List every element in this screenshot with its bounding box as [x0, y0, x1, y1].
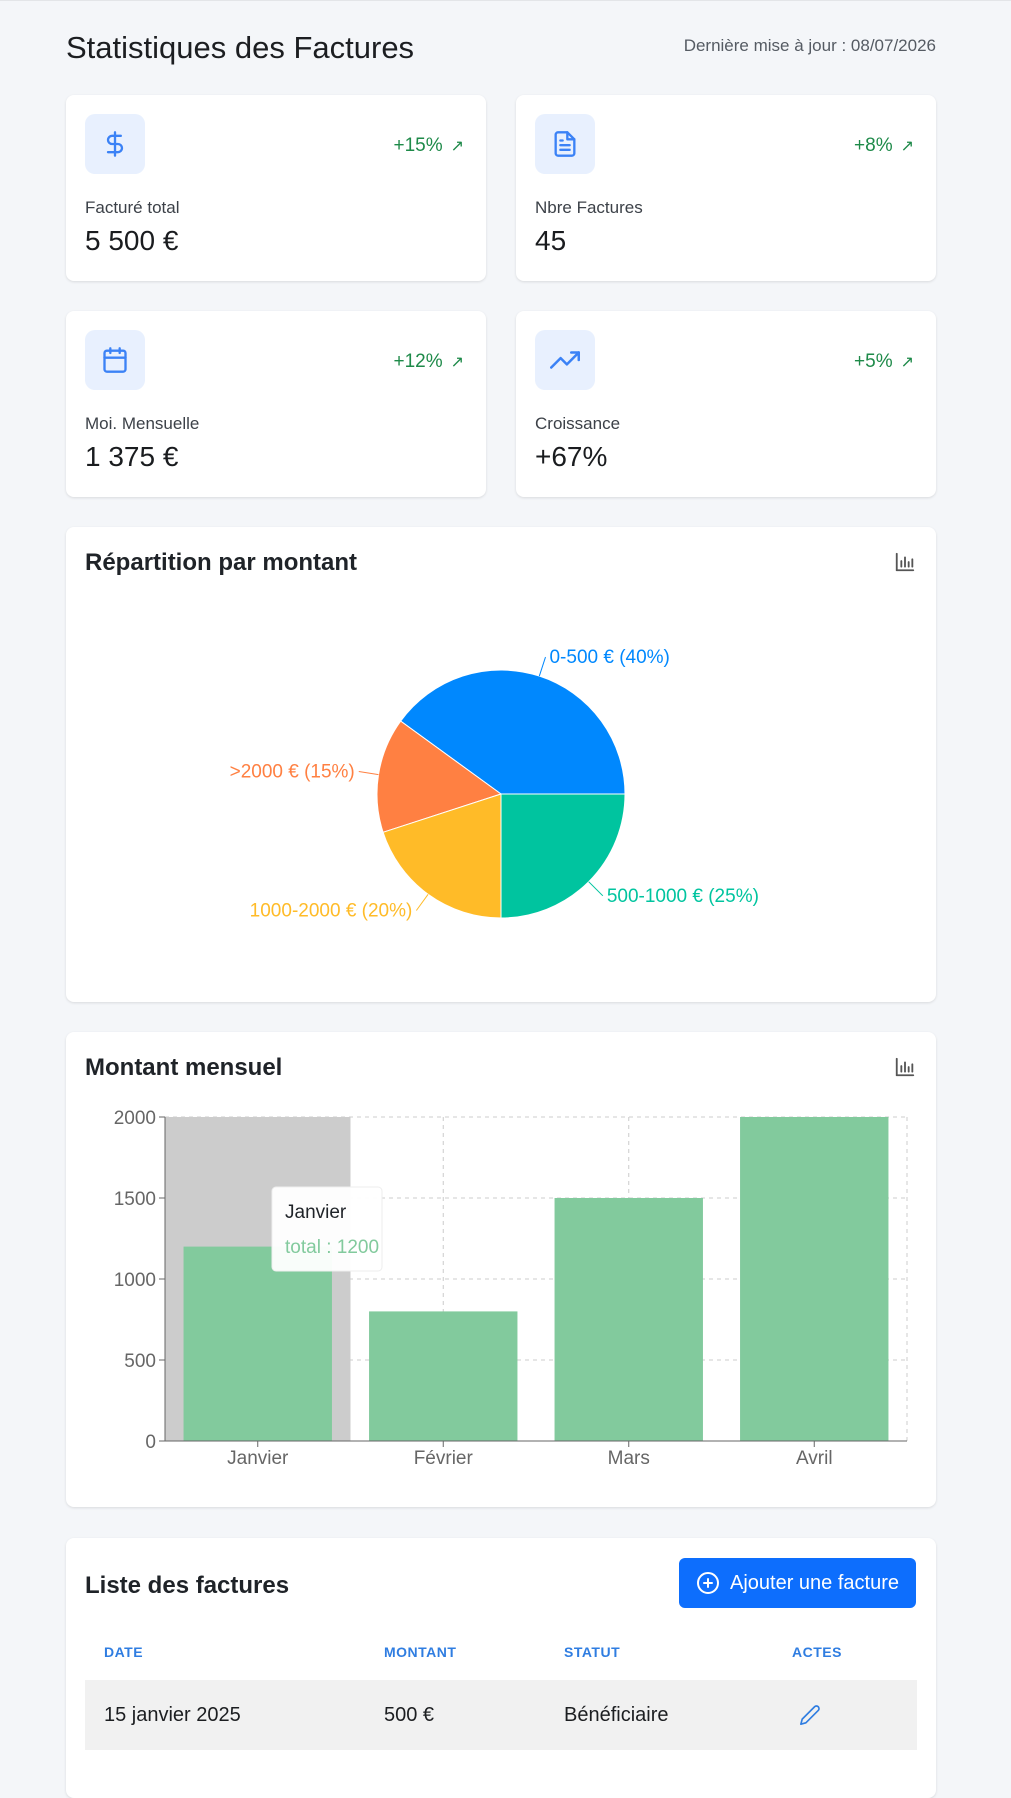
add-invoice-label: Ajouter une facture [730, 1571, 899, 1594]
y-tick-label: 500 [124, 1351, 156, 1372]
column-header-amount[interactable]: MONTANT [384, 1644, 457, 1660]
bar[interactable] [369, 1311, 518, 1441]
cell-date: 15 janvier 2025 [104, 1704, 241, 1726]
arrow-up-right-icon: ↗ [450, 354, 464, 371]
stat-label: Nbre Factures [535, 198, 643, 217]
column-header-status[interactable]: STATUT [564, 1644, 621, 1660]
stat-label: Croissance [535, 414, 621, 433]
bar[interactable] [554, 1198, 703, 1441]
pie-slice-label: 1000-2000 € (20%) [250, 900, 413, 921]
panel-title: Répartition par montant [85, 549, 358, 576]
arrow-up-right-icon: ↗ [900, 138, 914, 155]
tooltip-value: total : 1200 [285, 1237, 379, 1258]
stat-card-growth: +5% ↗ Croissance +67% [516, 311, 936, 497]
table-row: 15 janvier 2025 500 € Bénéficiaire [85, 1680, 917, 1750]
arrow-up-right-icon: ↗ [450, 138, 464, 155]
pie-slice-label: 500-1000 € (25%) [607, 886, 759, 907]
stat-value: +67% [535, 441, 608, 472]
cell-amount: 500 € [384, 1704, 435, 1726]
edit-icon[interactable] [799, 1704, 821, 1731]
chart-tooltip: Janvier total : 1200 [271, 1186, 383, 1272]
tooltip-title: Janvier [285, 1202, 347, 1223]
stat-change-value: +12% [393, 351, 443, 372]
bar-chart-panel: Montant mensuel 0 500 1000 1500 2000 Janvier F… [66, 1032, 936, 1507]
pie-label-line [358, 770, 379, 776]
plus-circle-icon [697, 1572, 719, 1594]
pie-slice[interactable] [382, 793, 502, 919]
pie-label-line [588, 881, 604, 897]
y-tick-label: 1000 [114, 1270, 156, 1291]
stat-change-value: +8% [854, 135, 893, 156]
stat-card-monthly-average: +12% ↗ Moi. Mensuelle 1 375 € [66, 311, 486, 497]
page-header: Statistiques des Factures Dernière mise … [66, 26, 936, 66]
stat-value: 45 [535, 225, 567, 256]
cell-status: Bénéficiaire [564, 1704, 669, 1726]
stat-change: +15% ↗ [393, 135, 464, 157]
pie-slice[interactable] [500, 793, 626, 919]
bar-chart-icon[interactable] [894, 1056, 916, 1083]
y-tick-label: 0 [145, 1432, 156, 1453]
x-tick-label: Avril [796, 1448, 833, 1469]
invoice-list-panel: Liste des factures Ajouter une facture D… [66, 1538, 936, 1798]
pie-slice[interactable] [399, 669, 626, 795]
panel-title: Montant mensuel [85, 1054, 283, 1081]
stat-label: Moi. Mensuelle [85, 414, 200, 433]
calendar-icon [85, 330, 145, 390]
pie-chart-panel: Répartition par montant 0-500 € (40%) >20… [66, 527, 936, 1002]
x-tick-label: Février [414, 1448, 474, 1469]
stat-card-invoice-count: +8% ↗ Nbre Factures 45 [516, 95, 936, 281]
pie-slice-label: >2000 € (15%) [230, 761, 355, 782]
stat-change: +8% ↗ [854, 135, 914, 157]
stat-value: 1 375 € [85, 441, 179, 472]
page-title: Statistiques des Factures [66, 30, 415, 65]
stat-value: 5 500 € [85, 225, 179, 256]
pie-chart: 0-500 € (40%) >2000 € (15%) 1000-2000 € (2… [230, 647, 759, 921]
stat-change: +12% ↗ [393, 351, 464, 373]
bar[interactable] [740, 1117, 889, 1441]
y-tick-label: 1500 [114, 1189, 156, 1210]
stat-change-value: +15% [393, 135, 443, 156]
tooltip-box [271, 1186, 383, 1272]
stat-change: +5% ↗ [854, 351, 914, 373]
y-tick-label: 2000 [114, 1108, 156, 1129]
x-tick-label: Mars [608, 1448, 650, 1469]
last-updated: Dernière mise à jour : 08/07/2026 [683, 36, 936, 55]
stat-change-value: +5% [854, 351, 893, 372]
bar-chart-icon[interactable] [894, 551, 916, 578]
stat-card-total-billed: +15% ↗ Facturé total 5 500 € [66, 95, 486, 281]
pie-slice-label: 0-500 € (40%) [549, 647, 669, 668]
column-header-actions[interactable]: ACTES [792, 1644, 842, 1660]
panel-title: Liste des factures [85, 1572, 290, 1599]
x-tick-label: Janvier [227, 1448, 289, 1469]
dollar-icon [85, 114, 145, 174]
table-header: DATE MONTANT STATUT ACTES [85, 1644, 917, 1674]
pie-slice[interactable] [376, 720, 503, 833]
pie-label-line [415, 894, 429, 911]
trending-up-icon [535, 330, 595, 390]
pie-label-line [538, 656, 546, 677]
bar[interactable] [183, 1246, 332, 1441]
add-invoice-button[interactable]: Ajouter une facture [679, 1558, 916, 1608]
bar-chart: 0 500 1000 1500 2000 Janvier Février Mars Avril J… [114, 1108, 908, 1469]
arrow-up-right-icon: ↗ [900, 354, 914, 371]
document-icon [535, 114, 595, 174]
stat-label: Facturé total [85, 198, 180, 217]
column-header-date[interactable]: DATE [104, 1644, 144, 1660]
